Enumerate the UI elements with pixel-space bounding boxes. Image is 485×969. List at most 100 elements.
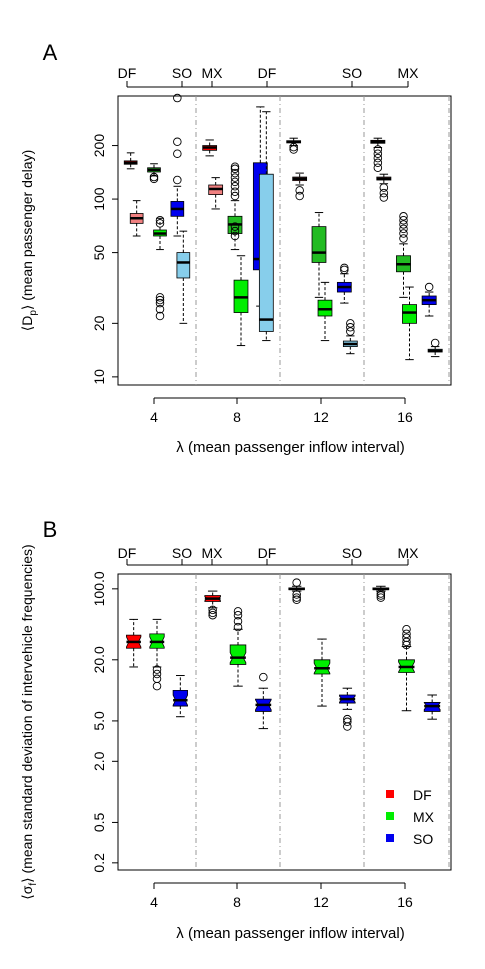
- box-DF_light: [208, 177, 224, 210]
- x-tick-label: 16: [397, 894, 413, 910]
- outlier-point: [173, 93, 182, 103]
- box-MX_dark: [396, 212, 411, 298]
- box-MX: [313, 638, 331, 707]
- outlier-point: [292, 590, 301, 599]
- top-label: DF: [118, 545, 137, 561]
- box-body: [311, 226, 327, 263]
- outlier-point: [402, 633, 411, 642]
- box-SO: [423, 694, 441, 720]
- y-tick-label: 200: [91, 134, 107, 158]
- y-tick-label: 10: [91, 369, 107, 385]
- plot-frame: [117, 573, 452, 871]
- y-tick-label: 0.5: [91, 812, 107, 832]
- outlier-point: [373, 163, 383, 173]
- box-SO: [170, 93, 185, 237]
- legend: DF MX SO: [386, 787, 435, 847]
- box-DF: [372, 585, 390, 602]
- outlier-point: [230, 187, 240, 196]
- outlier-point: [399, 220, 408, 229]
- outlier-point: [230, 168, 240, 178]
- panel-letter: B: [43, 517, 58, 542]
- x-tick-label: 16: [397, 409, 413, 425]
- y-tick-label: 20: [91, 315, 107, 331]
- outlier-point: [155, 298, 165, 308]
- legend-swatch: [386, 834, 394, 842]
- top-label: SO: [172, 65, 192, 81]
- box-DF: [370, 137, 386, 173]
- x-tick-label: 4: [150, 894, 158, 910]
- outlier-point: [230, 164, 240, 174]
- legend-label: DF: [413, 787, 432, 803]
- outlier-point: [230, 182, 240, 191]
- box-DF_light: [376, 173, 392, 202]
- top-label: DF: [258, 65, 277, 81]
- box-body: [176, 252, 191, 279]
- outlier-point: [289, 145, 298, 154]
- box-MX_dark: [147, 163, 161, 184]
- outlier-point: [373, 149, 383, 158]
- outlier-point: [376, 589, 386, 598]
- x-axis-label: λ (mean passenger inflow interval): [176, 925, 404, 942]
- outlier-point: [155, 311, 165, 321]
- outlier-point: [373, 153, 383, 163]
- outlier-point: [208, 605, 217, 615]
- top-label: SO: [342, 65, 362, 81]
- outlier-point: [233, 616, 243, 626]
- outlier-point: [149, 172, 159, 182]
- box-SO: [339, 687, 356, 731]
- top-label: DF: [118, 65, 137, 81]
- outlier-point: [289, 142, 298, 152]
- legend-swatch: [386, 812, 394, 820]
- top-label: MX: [202, 65, 224, 81]
- y-tick-label: 100: [91, 187, 107, 211]
- plot-frame: [117, 95, 452, 386]
- box-MX: [402, 286, 417, 361]
- outlier-point: [155, 219, 165, 228]
- y-axis-label: ⟨Dp⟩ (mean passenger delay): [19, 150, 39, 331]
- box-MX: [398, 624, 415, 712]
- outlier-point: [295, 186, 304, 195]
- legend-label: SO: [413, 831, 433, 847]
- y-tick-label: 2.0: [91, 751, 107, 771]
- legend-swatch: [386, 790, 394, 798]
- top-label: MX: [398, 545, 420, 561]
- y-tick-label: 20.0: [91, 646, 107, 673]
- outlier-point: [399, 234, 408, 243]
- outlier-point: [340, 263, 349, 273]
- outlier-point: [152, 665, 162, 674]
- outlier-point: [230, 173, 240, 182]
- outlier-point: [173, 175, 182, 185]
- outlier-point: [430, 338, 440, 348]
- box-body: [313, 659, 331, 675]
- top-label: MX: [202, 545, 224, 561]
- outlier-point: [399, 216, 408, 225]
- outlier-point: [346, 319, 355, 328]
- x-tick-label: 12: [313, 409, 329, 425]
- x-axis-label: λ (mean passenger inflow interval): [176, 439, 404, 456]
- box-body: [172, 689, 188, 707]
- box-DF: [126, 618, 142, 668]
- outlier-point: [230, 162, 240, 171]
- outlier-point: [373, 145, 383, 154]
- outlier-point: [155, 216, 165, 225]
- outlier-point: [208, 610, 217, 620]
- outlier-point: [399, 224, 408, 234]
- outlier-point: [379, 193, 389, 202]
- outlier-point: [259, 672, 268, 682]
- legend-label: MX: [413, 809, 435, 825]
- outlier-point: [292, 593, 301, 602]
- outlier-point: [379, 188, 389, 198]
- outlier-point: [346, 323, 355, 332]
- outlier-point: [208, 608, 217, 618]
- box-DF: [288, 578, 305, 605]
- outlier-point: [230, 226, 240, 236]
- top-label: SO: [172, 545, 192, 561]
- y-tick-label: 50: [91, 245, 107, 261]
- outlier-point: [379, 183, 389, 192]
- outlier-point: [343, 722, 352, 731]
- box-MX: [229, 607, 247, 687]
- box-MX_dark: [311, 212, 327, 298]
- outlier-point: [155, 305, 165, 314]
- panel-A: A 10 20 50 100 200 ⟨Dp⟩ (mean passenger delay)…: [19, 40, 452, 456]
- outlier-point: [233, 622, 243, 632]
